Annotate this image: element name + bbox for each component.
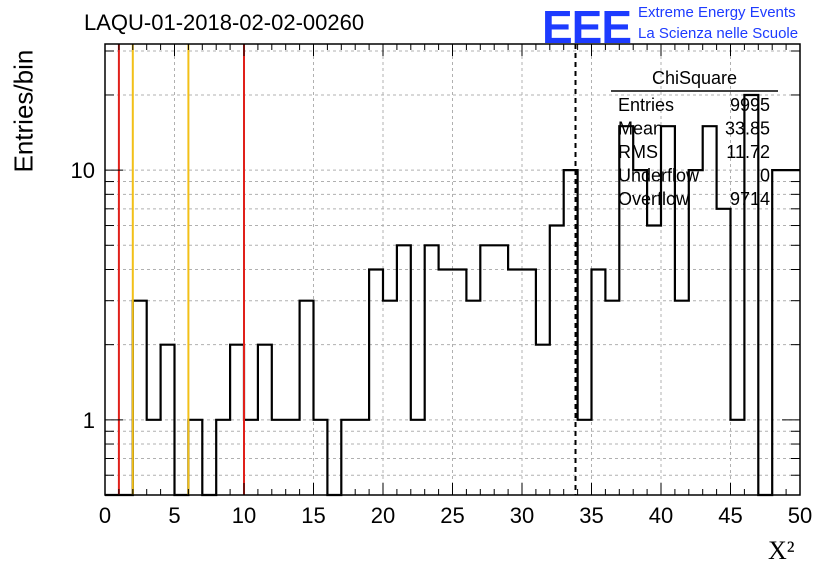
logo-text-line1: Extreme Energy Events	[638, 4, 796, 21]
stats-row-value: 11.72	[726, 142, 770, 162]
x-tick-label: 15	[301, 503, 325, 528]
x-tick-label: 20	[371, 503, 395, 528]
chart-title: LAQU-01-2018-02-02-00260	[84, 10, 365, 35]
x-tick-label: 45	[718, 503, 742, 528]
y-tick-label: 10	[71, 158, 95, 183]
x-tick-label: 25	[440, 503, 464, 528]
stats-row-value: 9714	[730, 189, 770, 209]
x-tick-label: 40	[649, 503, 673, 528]
histogram-step-line	[105, 93, 800, 497]
stats-row-value: 0	[760, 166, 770, 186]
x-tick-label: 50	[788, 503, 812, 528]
x-tick-label: 35	[579, 503, 603, 528]
stats-row-label: Overflow	[618, 189, 690, 209]
stats-row-label: Mean	[618, 119, 663, 139]
x-axis-label: X²	[768, 536, 795, 565]
stats-row-label: RMS	[618, 142, 658, 162]
stats-row-value: 33.85	[725, 119, 770, 139]
stats-row-value: 9995	[730, 95, 770, 115]
stats-box-title: ChiSquare	[652, 68, 737, 88]
stats-row-label: Entries	[618, 95, 674, 115]
x-tick-label: 0	[99, 503, 111, 528]
logo-text-line2: La Scienza nelle Scuole	[638, 25, 799, 42]
stats-row-label: Underflow	[618, 166, 700, 186]
x-tick-label: 5	[168, 503, 180, 528]
y-tick-label: 1	[83, 408, 95, 433]
x-tick-label: 10	[232, 503, 256, 528]
x-tick-label: 30	[510, 503, 534, 528]
